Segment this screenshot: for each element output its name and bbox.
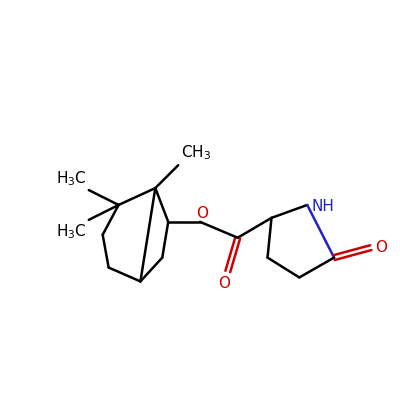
Text: CH$_3$: CH$_3$	[181, 144, 211, 162]
Text: NH: NH	[311, 200, 334, 214]
Text: H$_3$C: H$_3$C	[56, 169, 87, 188]
Text: O: O	[218, 276, 230, 291]
Text: O: O	[375, 240, 387, 255]
Text: H$_3$C: H$_3$C	[56, 222, 87, 240]
Text: O: O	[196, 206, 208, 222]
